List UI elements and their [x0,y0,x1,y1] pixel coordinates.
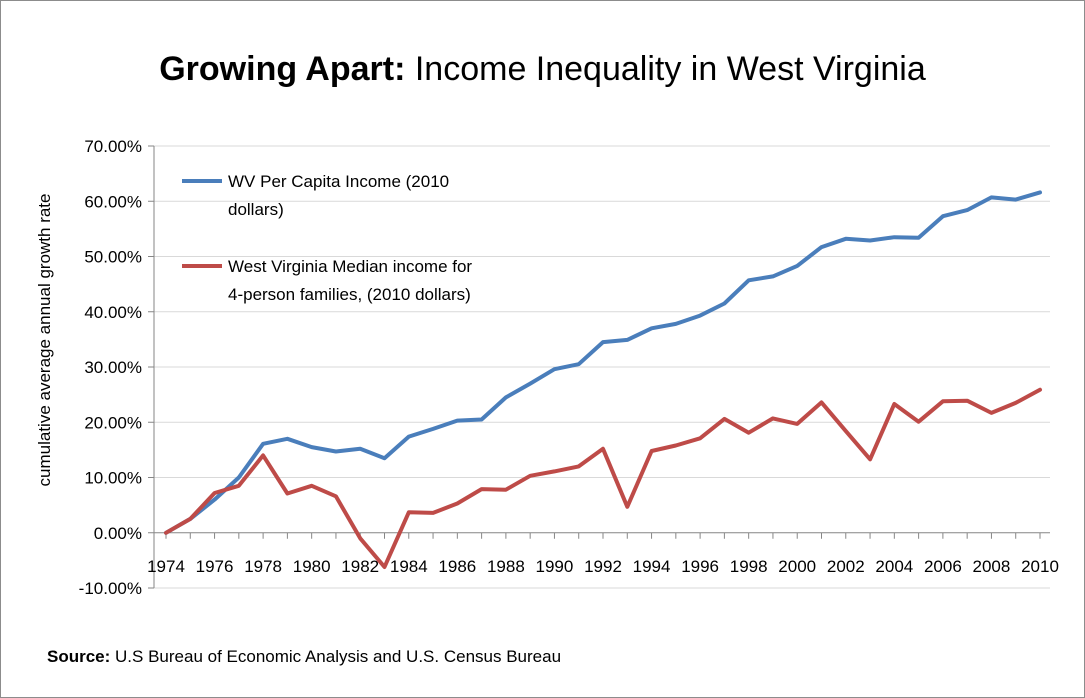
y-tick-label: 0.00% [94,524,142,543]
y-axis-label: cumulative average annual growth rate [35,194,54,487]
y-tick-label: 60.00% [84,192,142,211]
chart-title-bold: Growing Apart: [159,50,406,88]
x-tick-label: 2000 [778,557,816,576]
x-tick-label: 2006 [924,557,962,576]
y-tick-label: 70.00% [84,137,142,156]
legend: WV Per Capita Income (2010 dollars) West V… [182,172,472,304]
series-line-2 [164,387,1042,569]
y-tick-label: 20.00% [84,413,142,432]
x-tick-label: 2008 [973,557,1011,576]
series-line-1 [164,190,1042,535]
y-tick-label: 10.00% [84,469,142,488]
x-tick-label: 1974 [147,557,185,576]
x-tick-label: 1990 [536,557,574,576]
x-tick-label: 1976 [196,557,234,576]
source-note: Source: U.S Bureau of Economic Analysis … [47,647,561,667]
chart-title-rest: Income Inequality in West Virginia [405,50,926,88]
y-tick-label: 40.00% [84,303,142,322]
x-tick-label: 1998 [730,557,768,576]
x-tick-label: 1996 [681,557,719,576]
y-tick-label: -10.00% [79,579,142,598]
x-tick-label: 1994 [633,557,671,576]
y-tick-labels: -10.00% 0.00% 10.00% 20.00% 30.00% 40.00% 50.0… [79,137,142,598]
x-tick-label: 2010 [1021,557,1059,576]
legend-label-2-line2: 4-person families, (2010 dollars) [228,285,471,304]
x-tick-label: 1978 [244,557,282,576]
x-tick-label: 2002 [827,557,865,576]
x-tick-label: 1982 [341,557,379,576]
grid-layer [154,145,1050,589]
source-label: Source: [47,647,111,666]
x-tick-label: 1988 [487,557,525,576]
x-tick-labels: 1974 1976 1978 1980 1982 1984 1986 1988 1990 1992… [147,557,1059,576]
x-tick-label: 1992 [584,557,622,576]
chart-title: Growing Apart: Income Inequality in West… [0,50,1085,89]
x-tick-label: 1984 [390,557,428,576]
y-tick-label: 30.00% [84,358,142,377]
x-tick-label: 1986 [438,557,476,576]
source-text: U.S Bureau of Economic Analysis and U.S.… [110,647,562,666]
legend-label-2: West Virginia Median income for [228,257,472,276]
legend-label-1-line2: dollars) [228,200,284,219]
legend-label-1: WV Per Capita Income (2010 [228,172,449,191]
x-tick-label: 2004 [875,557,913,576]
y-tick-label: 50.00% [84,248,142,267]
series-layer [164,190,1042,569]
x-tick-label: 1980 [293,557,331,576]
